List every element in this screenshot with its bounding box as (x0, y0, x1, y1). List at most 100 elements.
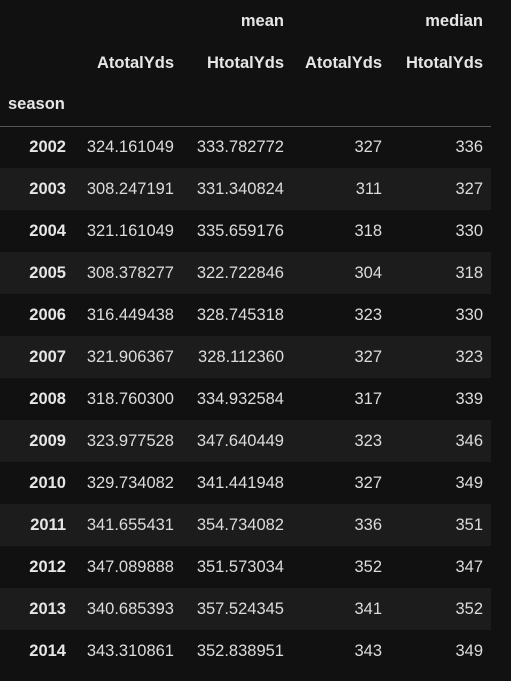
cell-median-atotalyds: 352 (354, 557, 382, 576)
dataframe-table: mean median AtotalYds HtotalYds AtotalYd… (0, 0, 491, 672)
table-row: 2005 308.378277 322.722846 304 318 (0, 252, 491, 294)
cell-median-htotalyds: 323 (455, 347, 483, 366)
table-row: 2006 316.449438 328.745318 323 330 (0, 294, 491, 336)
group-header-blank (74, 0, 182, 42)
group-header-blank (0, 0, 74, 42)
cell-median-htotalyds: 327 (455, 179, 483, 198)
cell-median-htotalyds: 349 (455, 473, 483, 492)
cell-mean-atotalyds: 340.685393 (86, 599, 174, 618)
cell-median-htotalyds: 349 (455, 641, 483, 660)
column-header-mean-htotalyds: HtotalYds (206, 53, 284, 72)
table-body: 2002 324.161049 333.782772 327 336 2003 308.24… (0, 126, 491, 672)
cell-mean-atotalyds: 316.449438 (86, 305, 174, 324)
cell-median-htotalyds: 352 (455, 599, 483, 618)
table-header: mean median AtotalYds HtotalYds AtotalYd… (0, 0, 491, 126)
cell-median-atotalyds: 327 (354, 347, 382, 366)
table-row: 2009 323.977528 347.640449 323 346 (0, 420, 491, 462)
cell-mean-atotalyds: 321.161049 (86, 221, 174, 240)
cell-median-htotalyds: 351 (455, 515, 483, 534)
row-index-season: 2009 (29, 431, 66, 450)
table-row: 2002 324.161049 333.782772 327 336 (0, 126, 491, 168)
cell-median-atotalyds: 311 (355, 179, 382, 198)
table-row: 2013 340.685393 357.524345 341 352 (0, 588, 491, 630)
cell-mean-htotalyds: 322.722846 (196, 263, 284, 282)
column-header-median-htotalyds: HtotalYds (405, 53, 483, 72)
row-index-season: 2003 (29, 179, 66, 198)
row-index-season: 2010 (29, 473, 66, 492)
cell-median-atotalyds: 317 (354, 389, 382, 408)
index-row-blank (390, 84, 491, 126)
row-index-season: 2014 (29, 641, 66, 660)
index-row-blank (74, 84, 182, 126)
cell-mean-atotalyds: 347.089888 (86, 557, 174, 576)
row-index-season: 2008 (29, 389, 66, 408)
cell-mean-atotalyds: 323.977528 (86, 431, 174, 450)
cell-mean-htotalyds: 328.745318 (196, 305, 284, 324)
cell-mean-atotalyds: 308.378277 (86, 263, 174, 282)
cell-mean-htotalyds: 333.782772 (196, 137, 284, 156)
row-index-season: 2005 (29, 263, 66, 282)
row-index-season: 2013 (29, 599, 66, 618)
cell-mean-atotalyds: 343.310861 (86, 641, 174, 660)
cell-median-atotalyds: 336 (354, 515, 382, 534)
cell-median-atotalyds: 304 (354, 263, 382, 282)
cell-median-htotalyds: 346 (455, 431, 483, 450)
cell-median-htotalyds: 339 (455, 389, 483, 408)
table-row: 2004 321.161049 335.659176 318 330 (0, 210, 491, 252)
cell-mean-htotalyds: 328.112360 (198, 347, 284, 366)
cell-mean-atotalyds: 341.655431 (86, 515, 174, 534)
cell-mean-htotalyds: 347.640449 (196, 431, 284, 450)
row-index-season: 2006 (29, 305, 66, 324)
table-row: 2008 318.760300 334.932584 317 339 (0, 378, 491, 420)
cell-mean-htotalyds: 354.734082 (196, 515, 284, 534)
cell-median-atotalyds: 323 (354, 305, 382, 324)
column-header-row: AtotalYds HtotalYds AtotalYds HtotalYds (0, 42, 491, 84)
row-index-season: 2002 (29, 137, 66, 156)
cell-median-htotalyds: 330 (455, 305, 483, 324)
cell-mean-atotalyds: 308.247191 (86, 179, 174, 198)
cell-mean-htotalyds: 334.932584 (196, 389, 284, 408)
group-header-median: median (425, 11, 483, 30)
cell-mean-htotalyds: 341.441948 (196, 473, 284, 492)
cell-mean-htotalyds: 351.573034 (196, 557, 284, 576)
table-row: 2010 329.734082 341.441948 327 349 (0, 462, 491, 504)
table-row: 2003 308.247191 331.340824 311 327 (0, 168, 491, 210)
column-header-median-atotalyds: AtotalYds (304, 53, 382, 72)
cell-median-atotalyds: 343 (354, 641, 382, 660)
group-header-row: mean median (0, 0, 491, 42)
cell-median-htotalyds: 336 (455, 137, 483, 156)
cell-mean-atotalyds: 329.734082 (86, 473, 174, 492)
table-row: 2012 347.089888 351.573034 352 347 (0, 546, 491, 588)
cell-median-atotalyds: 318 (354, 221, 382, 240)
cell-median-htotalyds: 330 (455, 221, 483, 240)
row-index-season: 2012 (29, 557, 66, 576)
column-header-mean-atotalyds: AtotalYds (96, 53, 174, 72)
cell-median-htotalyds: 318 (455, 263, 483, 282)
cell-mean-atotalyds: 318.760300 (86, 389, 174, 408)
index-name-label: season (8, 95, 65, 114)
table-row: 2011 341.655431 354.734082 336 351 (0, 504, 491, 546)
cell-mean-atotalyds: 321.906367 (86, 347, 174, 366)
table-row: 2007 321.906367 328.112360 327 323 (0, 336, 491, 378)
row-index-season: 2007 (29, 347, 66, 366)
column-header-blank (0, 42, 74, 84)
cell-median-atotalyds: 327 (354, 137, 382, 156)
row-index-season: 2004 (29, 221, 66, 240)
row-index-season: 2011 (30, 515, 66, 534)
cell-mean-htotalyds: 331.340824 (196, 179, 284, 198)
index-name-row: season (0, 84, 491, 126)
index-row-blank (292, 84, 390, 126)
group-header-mean: mean (240, 11, 284, 30)
group-header-blank (292, 0, 390, 42)
cell-median-atotalyds: 341 (354, 599, 382, 618)
cell-median-atotalyds: 323 (354, 431, 382, 450)
cell-median-atotalyds: 327 (354, 473, 382, 492)
cell-mean-atotalyds: 324.161049 (86, 137, 174, 156)
cell-mean-htotalyds: 352.838951 (196, 641, 284, 660)
cell-median-htotalyds: 347 (455, 557, 483, 576)
table-row: 2014 343.310861 352.838951 343 349 (0, 630, 491, 672)
index-row-blank (182, 84, 292, 126)
cell-mean-htotalyds: 335.659176 (196, 221, 284, 240)
cell-mean-htotalyds: 357.524345 (196, 599, 284, 618)
